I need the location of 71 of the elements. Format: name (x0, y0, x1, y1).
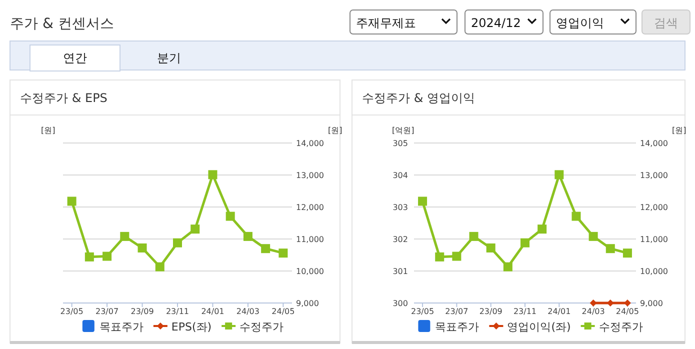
y2-tick-label: 12,000 (640, 203, 668, 212)
point (67, 196, 76, 206)
point (435, 252, 444, 262)
y2-tick-label: 13,000 (640, 171, 668, 180)
y-axis-title: [억원] (392, 126, 414, 135)
y-tick-label: 301 (392, 267, 408, 276)
x-tick-label: 23/11 (166, 307, 190, 316)
page-header: 주가 & 컨센서스 주재무제표 2024/12 영업이익 검색 연간 분기 (10, 10, 690, 72)
point (588, 232, 598, 241)
x-tick-label: 24/01 (201, 307, 224, 316)
x-tick-label: 23/05 (60, 307, 84, 316)
y2-tick-label: 9,000 (640, 299, 663, 308)
y2-axis-title: [원] (672, 126, 686, 135)
point (520, 238, 530, 248)
point (572, 212, 581, 221)
y2-tick-label: 14,000 (296, 139, 324, 148)
x-tick-label: 23/09 (130, 307, 154, 316)
x-tick-label: 24/03 (236, 307, 260, 316)
x-tick-label: 23/07 (445, 307, 468, 316)
point (138, 243, 147, 252)
y-tick-label: 303 (392, 203, 408, 212)
point (102, 252, 112, 261)
point (243, 232, 252, 241)
x-tick-label: 23/11 (513, 307, 537, 316)
legend-label: 영업이익(좌) (507, 320, 571, 334)
legend-label: 목표주가 (99, 320, 144, 334)
point (84, 252, 94, 262)
y2-tick-label: 11,000 (296, 235, 324, 244)
y-tick-label: 304 (392, 171, 408, 180)
point (190, 224, 200, 234)
x-tick-label: 24/05 (616, 307, 639, 316)
y2-axis-title: [원] (328, 126, 342, 135)
point (226, 212, 235, 221)
y2-tick-label: 13,000 (296, 171, 324, 180)
point (155, 262, 164, 272)
legend-label: 수정주가 (240, 320, 284, 334)
chart-title: 수정주가 & 영업이익 (362, 91, 475, 105)
point (469, 232, 478, 241)
legend-label: EPS(좌) (171, 320, 212, 334)
point (452, 252, 462, 261)
chart-title: 수정주가 & EPS (20, 91, 108, 105)
point (418, 196, 428, 206)
x-tick-label: 23/05 (411, 307, 434, 316)
point (120, 232, 130, 241)
point (486, 243, 496, 252)
y-tick-label: 305 (392, 139, 408, 148)
y-axis-title: [원] (41, 126, 56, 135)
x-tick-label: 23/09 (479, 307, 502, 316)
y2-tick-label: 9,000 (296, 299, 319, 308)
y-tick-label: 302 (392, 235, 408, 244)
y2-tick-label: 10,000 (640, 267, 668, 276)
point (503, 262, 512, 272)
y-tick-label: 300 (392, 299, 408, 308)
x-tick-label: 23/07 (96, 307, 119, 316)
point (278, 248, 288, 258)
point (173, 238, 182, 248)
point (261, 244, 270, 254)
y2-tick-label: 14,000 (640, 139, 668, 148)
legend-label: 수정주가 (598, 320, 643, 334)
point (606, 244, 615, 254)
y2-tick-label: 11,000 (640, 235, 668, 244)
point (554, 170, 564, 180)
x-tick-label: 24/03 (582, 307, 605, 316)
legend-label: 목표주가 (435, 320, 480, 334)
x-tick-label: 24/01 (548, 307, 571, 316)
y2-tick-label: 12,000 (296, 203, 324, 212)
y2-tick-label: 10,000 (296, 267, 324, 276)
point (622, 248, 632, 258)
point (208, 170, 218, 180)
x-tick-label: 24/05 (272, 307, 295, 316)
point (538, 224, 547, 234)
